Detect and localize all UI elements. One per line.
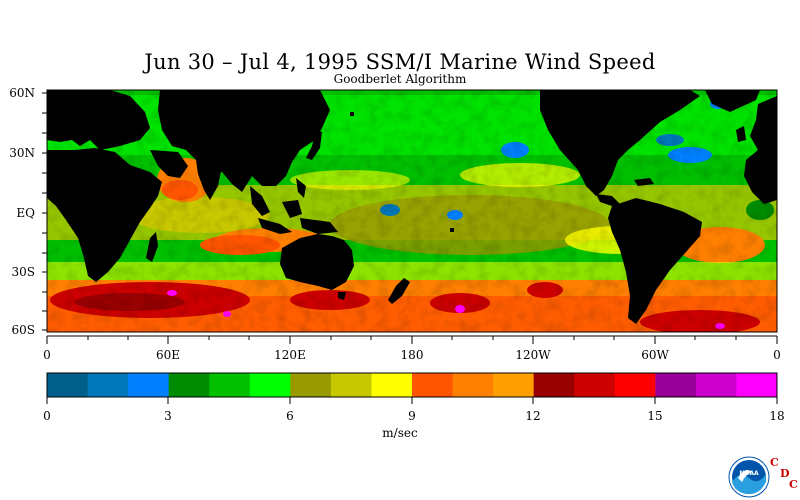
- colorbar: [47, 373, 778, 397]
- lon-label-180: 180: [400, 348, 424, 362]
- cdc-letter-c1: C: [770, 456, 779, 469]
- colorbar-swatch: [736, 373, 778, 397]
- cdc-letter-c2: C: [789, 478, 798, 491]
- noaa-logo-text: NOAA: [739, 470, 759, 477]
- lon-label-0: 0: [43, 348, 51, 362]
- colorbar-swatch: [47, 373, 89, 397]
- colorbar-label-9: 9: [408, 409, 416, 423]
- lat-label-eq: EQ: [16, 206, 35, 220]
- colorbar-swatch: [87, 373, 129, 397]
- map-subtitle: Goodberlet Algorithm: [333, 72, 467, 86]
- lat-label-30s: 30S: [11, 265, 36, 279]
- lat-label-60n: 60N: [9, 86, 35, 100]
- lon-label-0-end: 0: [773, 348, 781, 362]
- colorbar-label-6: 6: [286, 409, 294, 423]
- map-title: Jun 30 – Jul 4, 1995 SSM/I Marine Wind S…: [144, 50, 656, 74]
- lon-label-60e: 60E: [155, 348, 181, 362]
- colorbar-swatch: [168, 373, 210, 397]
- colorbar-swatch: [128, 373, 170, 397]
- colorbar-swatch: [290, 373, 332, 397]
- cdc-letter-d: D: [780, 467, 790, 480]
- colorbar-swatch: [452, 373, 494, 397]
- lat-label-60s: 60S: [11, 323, 36, 337]
- colorbar-swatch: [412, 373, 454, 397]
- colorbar-label-15: 15: [647, 409, 663, 423]
- lon-label-120w: 120W: [515, 348, 551, 362]
- land-masses: [47, 90, 777, 324]
- colorbar-swatch: [371, 373, 413, 397]
- colorbar-label-18: 18: [769, 409, 785, 423]
- lon-label-120e: 120E: [274, 348, 306, 362]
- colorbar-label-12: 12: [525, 409, 541, 423]
- colorbar-swatch: [493, 373, 535, 397]
- colorbar-swatch: [574, 373, 616, 397]
- colorbar-swatch: [330, 373, 372, 397]
- colorbar-label-0: 0: [43, 409, 51, 423]
- lon-label-60w: 60W: [641, 348, 669, 362]
- wind-field: [47, 90, 777, 332]
- noaa-logo: [728, 456, 770, 498]
- lat-ticks: [42, 92, 47, 331]
- colorbar-label-3: 3: [164, 409, 172, 423]
- colorbar-swatch: [533, 373, 575, 397]
- colorbar-ticks: [46, 397, 778, 404]
- colorbar-swatch: [695, 373, 737, 397]
- colorbar-swatch: [655, 373, 697, 397]
- lat-label-30n: 30N: [9, 146, 35, 160]
- lon-axis: [46, 335, 778, 344]
- colorbar-swatch: [249, 373, 291, 397]
- map-frame: [46, 89, 778, 333]
- colorbar-swatch: [209, 373, 251, 397]
- colorbar-units: m/sec: [382, 426, 418, 440]
- colorbar-swatch: [614, 373, 656, 397]
